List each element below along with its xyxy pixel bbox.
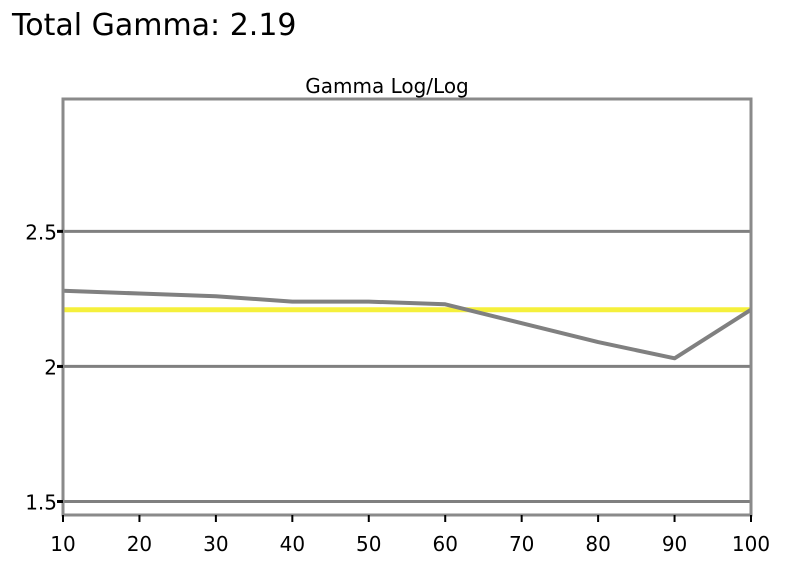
x-tick-label: 100 bbox=[732, 532, 770, 556]
chart-title: Gamma Log/Log bbox=[305, 74, 469, 98]
x-tick-label: 50 bbox=[356, 532, 381, 556]
x-tick-label: 30 bbox=[203, 532, 228, 556]
gamma-series-line bbox=[62, 288, 753, 361]
y-tick-label: 1.5 bbox=[25, 490, 57, 514]
x-tick-label: 20 bbox=[127, 532, 152, 556]
x-tick-label: 60 bbox=[432, 532, 457, 556]
x-tick-label: 80 bbox=[585, 532, 610, 556]
plot-frame bbox=[61, 97, 753, 517]
y-tick-label: 2 bbox=[44, 355, 57, 379]
axis-ticks: 1.5 2 2.5 10 20 30 40 50 60 70 80 90 100 bbox=[25, 220, 770, 556]
x-tick-label: 10 bbox=[50, 532, 75, 556]
gridlines bbox=[63, 229, 751, 503]
y-tick-label: 2.5 bbox=[25, 220, 57, 244]
x-tick-label: 90 bbox=[662, 532, 687, 556]
x-tick-label: 70 bbox=[509, 532, 534, 556]
page-title: Total Gamma: 2.19 bbox=[12, 8, 297, 43]
x-tick-label: 40 bbox=[280, 532, 305, 556]
